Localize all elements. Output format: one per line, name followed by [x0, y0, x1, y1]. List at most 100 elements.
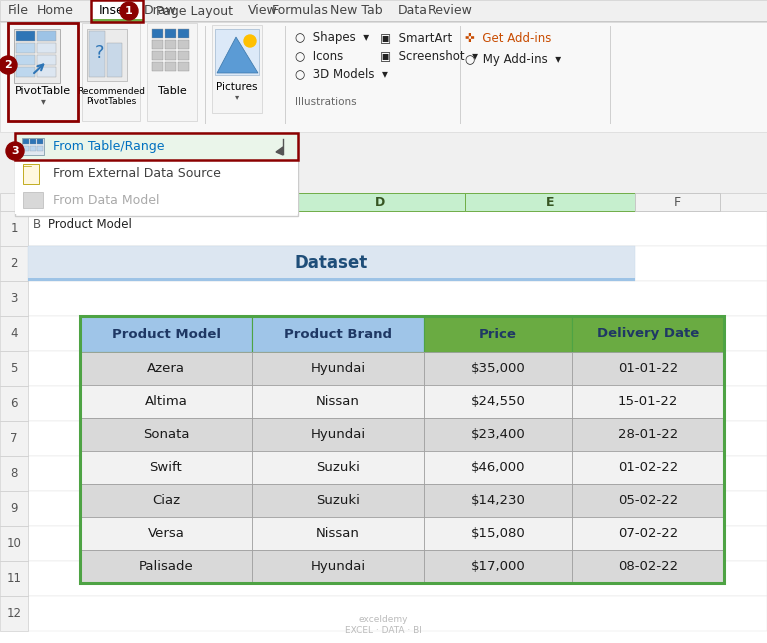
Text: Recommended: Recommended: [77, 87, 145, 96]
Bar: [28, 351, 767, 386]
Bar: [28, 386, 767, 421]
Text: PivotTable: PivotTable: [15, 86, 71, 96]
Text: ▣  Screenshot  ▾: ▣ Screenshot ▾: [380, 50, 478, 62]
Text: ○  My Add-ins  ▾: ○ My Add-ins ▾: [465, 53, 561, 66]
Text: 07-02-22: 07-02-22: [618, 527, 678, 540]
Text: ▾: ▾: [41, 96, 45, 106]
Bar: [0, 526, 28, 561]
Text: $24,550: $24,550: [471, 395, 525, 408]
Bar: [152, 51, 163, 60]
Bar: [152, 62, 163, 71]
Text: Home: Home: [37, 5, 74, 17]
Bar: [0, 491, 28, 526]
Text: ○  3D Models  ▾: ○ 3D Models ▾: [295, 68, 388, 80]
Text: 11: 11: [6, 572, 21, 585]
Text: 2: 2: [10, 257, 18, 270]
Bar: [635, 193, 720, 211]
Text: ▣  SmartArt: ▣ SmartArt: [380, 32, 453, 44]
Bar: [37, 55, 56, 65]
Text: $15,080: $15,080: [471, 527, 525, 540]
Bar: [0, 21, 767, 22]
Text: ?: ?: [94, 44, 104, 62]
Text: 3: 3: [12, 146, 19, 156]
Polygon shape: [276, 147, 283, 155]
Bar: [252, 418, 424, 451]
Bar: [23, 164, 39, 184]
Text: Palisade: Palisade: [139, 560, 193, 573]
Bar: [91, 19, 143, 22]
Text: $35,000: $35,000: [471, 362, 525, 375]
Bar: [252, 451, 424, 484]
Bar: [37, 139, 43, 144]
Text: Page Layout: Page Layout: [156, 5, 233, 17]
Bar: [80, 517, 252, 550]
Bar: [0, 351, 28, 386]
Bar: [108, 193, 295, 211]
Text: Review: Review: [427, 5, 472, 17]
Bar: [15, 133, 298, 216]
Bar: [285, 26, 286, 124]
Text: Hyundai: Hyundai: [311, 428, 366, 441]
Bar: [178, 62, 189, 71]
Text: View: View: [249, 5, 278, 17]
Bar: [610, 26, 611, 124]
Bar: [572, 385, 724, 418]
Bar: [80, 418, 252, 451]
Text: 15-01-22: 15-01-22: [617, 395, 678, 408]
Text: Ciaz: Ciaz: [152, 494, 180, 507]
Bar: [165, 29, 176, 38]
Bar: [28, 211, 767, 246]
Text: 7: 7: [10, 432, 18, 445]
Bar: [0, 211, 28, 246]
Text: 10: 10: [7, 537, 21, 550]
Bar: [28, 278, 635, 281]
Circle shape: [6, 142, 24, 160]
Bar: [212, 25, 262, 113]
Circle shape: [0, 56, 17, 74]
Text: Azera: Azera: [147, 362, 185, 375]
Text: Hyundai: Hyundai: [311, 560, 366, 573]
Bar: [572, 451, 724, 484]
Text: Delivery Date: Delivery Date: [597, 327, 700, 341]
Bar: [424, 418, 572, 451]
Bar: [165, 51, 176, 60]
Text: exceldemy
EXCEL · DATA · BI: exceldemy EXCEL · DATA · BI: [345, 615, 422, 635]
Circle shape: [244, 35, 256, 47]
Text: Versa: Versa: [147, 527, 184, 540]
Bar: [28, 526, 767, 561]
Text: 9: 9: [10, 502, 18, 515]
Bar: [572, 418, 724, 451]
Text: From Data Model: From Data Model: [53, 194, 160, 207]
Bar: [460, 26, 461, 124]
Bar: [91, 0, 143, 22]
Text: Product Model: Product Model: [48, 217, 132, 230]
Text: $14,230: $14,230: [471, 494, 525, 507]
Bar: [0, 246, 28, 281]
Bar: [424, 451, 572, 484]
Bar: [28, 281, 767, 316]
Bar: [14, 29, 60, 83]
Bar: [28, 561, 767, 596]
Text: Altima: Altima: [144, 395, 187, 408]
Bar: [82, 23, 140, 121]
Bar: [91, 0, 143, 22]
Bar: [165, 40, 176, 49]
Bar: [424, 550, 572, 583]
Bar: [80, 316, 724, 583]
Text: From Table/Range: From Table/Range: [53, 140, 164, 153]
Bar: [572, 517, 724, 550]
Text: 12: 12: [6, 607, 21, 620]
Text: From External Data Source: From External Data Source: [53, 167, 221, 180]
Circle shape: [120, 2, 138, 20]
Bar: [30, 146, 36, 151]
Bar: [0, 193, 767, 643]
Bar: [15, 133, 298, 160]
Bar: [15, 160, 298, 187]
Text: D: D: [375, 195, 385, 208]
Bar: [572, 316, 724, 352]
Bar: [572, 352, 724, 385]
Bar: [37, 43, 56, 53]
Text: Table: Table: [158, 86, 186, 96]
Text: Dataset: Dataset: [295, 255, 368, 273]
Bar: [0, 596, 28, 631]
